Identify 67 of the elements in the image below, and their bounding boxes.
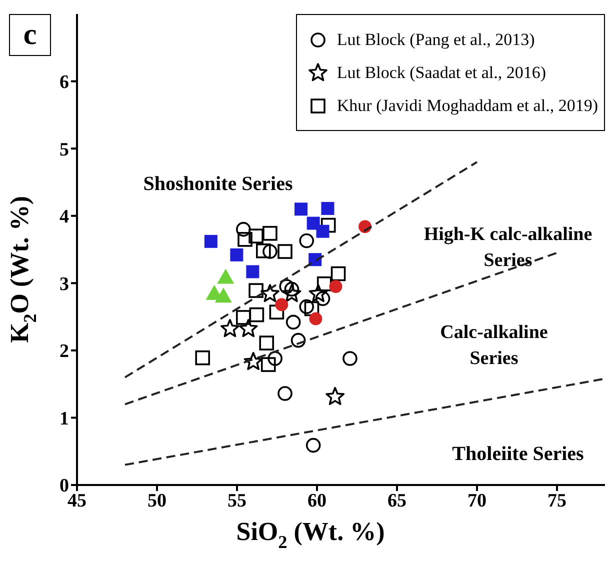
point <box>330 266 346 282</box>
point <box>269 304 284 320</box>
point <box>217 268 234 284</box>
y-tick-label: 2 <box>60 341 69 362</box>
point <box>256 243 271 258</box>
annotation: Tholeiite Series <box>452 443 584 465</box>
x-tick-label: 65 <box>388 490 406 512</box>
point <box>321 202 334 215</box>
point <box>249 307 264 322</box>
point <box>246 265 260 278</box>
point <box>195 350 210 366</box>
point <box>278 244 292 259</box>
point <box>329 280 342 294</box>
chart-title: c <box>9 14 51 56</box>
point <box>286 314 301 330</box>
point <box>278 386 292 401</box>
point <box>260 284 280 302</box>
point <box>248 228 264 244</box>
point <box>299 233 314 248</box>
point <box>238 318 258 338</box>
x-tick-label: 70 <box>468 490 486 512</box>
point <box>236 222 251 237</box>
point <box>306 438 321 453</box>
point <box>309 312 322 326</box>
annotation: Calc-alkaline Series <box>440 322 548 369</box>
annotation: High-K calc-alkaline Series <box>424 224 592 271</box>
point <box>262 244 278 259</box>
point <box>268 351 282 366</box>
point <box>316 224 330 238</box>
legend-label: Lut Block (Saadat et al., 2016) <box>336 62 546 82</box>
point <box>248 283 264 298</box>
y-tick-label: 3 <box>60 274 69 295</box>
point <box>294 202 308 216</box>
x-tick-label: 75 <box>548 490 566 512</box>
point <box>204 234 218 248</box>
y-tick-label: 0 <box>60 476 69 497</box>
point <box>230 248 244 262</box>
annotation: Shoshonite Series <box>143 173 293 195</box>
legend-label: Lut Block (Pang et al., 2013) <box>336 30 535 50</box>
point <box>244 352 263 370</box>
point <box>342 351 358 366</box>
y-tick-label: 6 <box>60 72 69 94</box>
point <box>326 386 345 406</box>
point <box>304 301 320 316</box>
x-tick-label: 55 <box>228 490 246 512</box>
y-tick-label: 4 <box>60 206 70 228</box>
point <box>320 218 336 233</box>
legend-label: Khur (Javidi Moghaddam et al., 2019) <box>336 96 598 116</box>
y-tick-label: 5 <box>60 139 69 160</box>
point <box>220 318 240 338</box>
point <box>275 298 288 312</box>
point <box>282 284 302 302</box>
point <box>259 336 274 350</box>
x-tick-label: 50 <box>148 490 166 512</box>
x-tick-label: 45 <box>68 490 86 512</box>
point <box>236 310 251 325</box>
point <box>214 288 232 303</box>
y-tick-label: 1 <box>60 408 69 430</box>
point <box>308 284 328 302</box>
point <box>260 357 276 372</box>
x-axis-title: SiO$_{2}$ (Wt. %) <box>236 517 385 552</box>
point <box>262 226 278 241</box>
point <box>290 332 306 348</box>
x-tick-label: 60 <box>308 490 326 512</box>
point <box>238 232 252 247</box>
point <box>316 276 332 292</box>
point <box>299 299 314 314</box>
